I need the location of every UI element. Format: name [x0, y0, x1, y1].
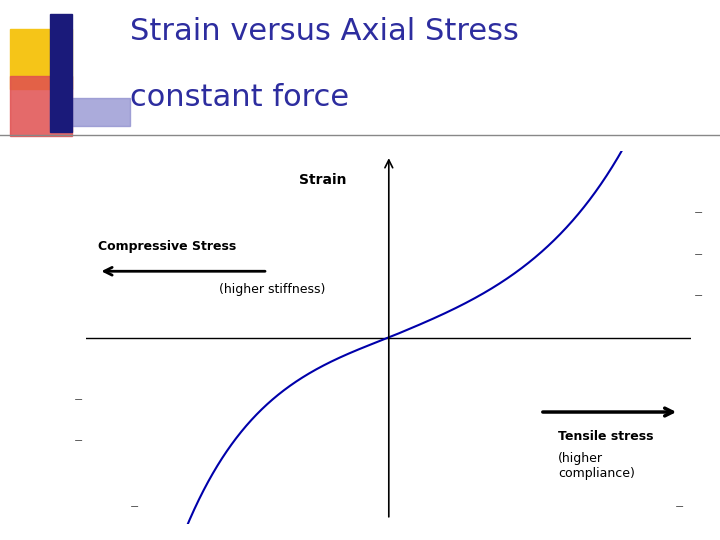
Text: −: −	[74, 436, 84, 446]
Text: constant force: constant force	[130, 83, 349, 112]
Text: Tensile stress: Tensile stress	[558, 430, 654, 443]
Bar	[50, 15, 72, 132]
Text: −: −	[694, 249, 703, 260]
Text: −: −	[675, 502, 684, 512]
Text: −: −	[694, 208, 703, 218]
Bar	[50, 98, 130, 126]
Text: −: −	[74, 395, 84, 404]
FancyBboxPatch shape	[10, 76, 72, 136]
Text: (higher stiffness): (higher stiffness)	[220, 284, 326, 296]
Text: (higher
compliance): (higher compliance)	[558, 452, 635, 480]
Text: −: −	[694, 291, 703, 301]
Text: Compressive Stress: Compressive Stress	[99, 240, 237, 253]
Text: Strain: Strain	[299, 173, 346, 187]
Bar	[10, 29, 72, 89]
Text: −: −	[130, 502, 140, 512]
Text: Strain versus Axial Stress: Strain versus Axial Stress	[130, 17, 519, 46]
